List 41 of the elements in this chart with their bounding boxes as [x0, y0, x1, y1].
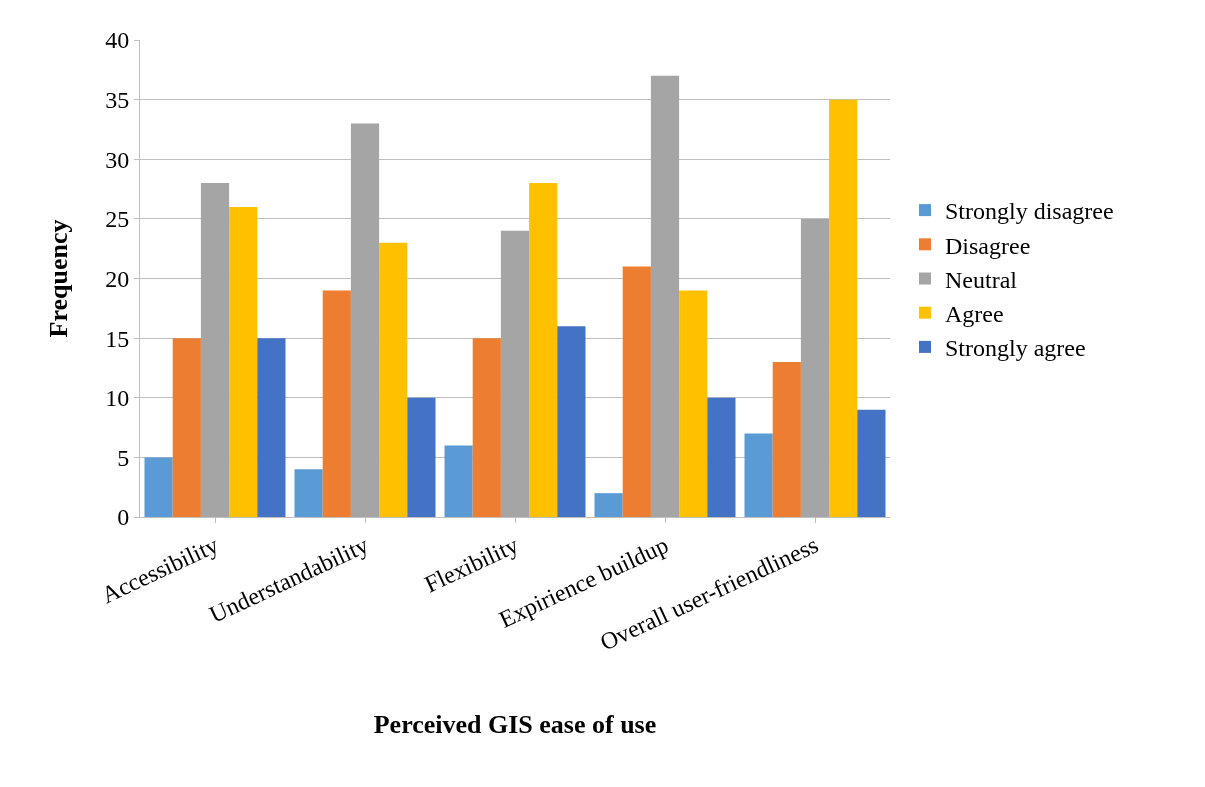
y-tick-label: 30 [105, 146, 130, 173]
bar [857, 409, 886, 517]
bar [772, 361, 801, 517]
bar [379, 242, 408, 517]
x-axis-title: Perceived GIS ease of use [373, 710, 657, 740]
y-tick-label: 40 [105, 27, 130, 54]
legend-label: Agree [945, 301, 1004, 328]
bar [650, 75, 680, 517]
legend-label: Neutral [945, 266, 1018, 293]
y-tick-label: 5 [117, 444, 130, 471]
y-tick-label: 35 [105, 87, 130, 114]
bar [529, 183, 558, 517]
y-tick-label: 0 [117, 504, 130, 531]
bar [744, 433, 773, 517]
bar [444, 445, 473, 517]
bar [322, 290, 351, 517]
bar [294, 469, 323, 517]
bar [557, 326, 586, 517]
y-axis-title: Frequency [43, 219, 73, 338]
bar [350, 123, 380, 517]
y-tick-label: 10 [105, 385, 130, 412]
bar [679, 290, 708, 517]
bar [144, 457, 173, 517]
bar [622, 266, 651, 517]
bar [257, 338, 286, 517]
legend-label: Strongly disagree [945, 198, 1114, 225]
bar [707, 397, 736, 517]
legend-label: Strongly agree [945, 335, 1086, 362]
bar [200, 183, 230, 517]
bar [407, 397, 436, 517]
bar [800, 218, 830, 517]
legend-label: Disagree [945, 232, 1031, 259]
bar [500, 230, 530, 517]
bar [829, 99, 858, 517]
bar [472, 338, 501, 517]
bar [172, 338, 201, 517]
bar [229, 206, 258, 517]
bar [594, 493, 623, 517]
y-tick-label: 20 [105, 265, 130, 292]
y-tick-label: 15 [105, 325, 130, 352]
y-tick-label: 25 [105, 206, 130, 233]
